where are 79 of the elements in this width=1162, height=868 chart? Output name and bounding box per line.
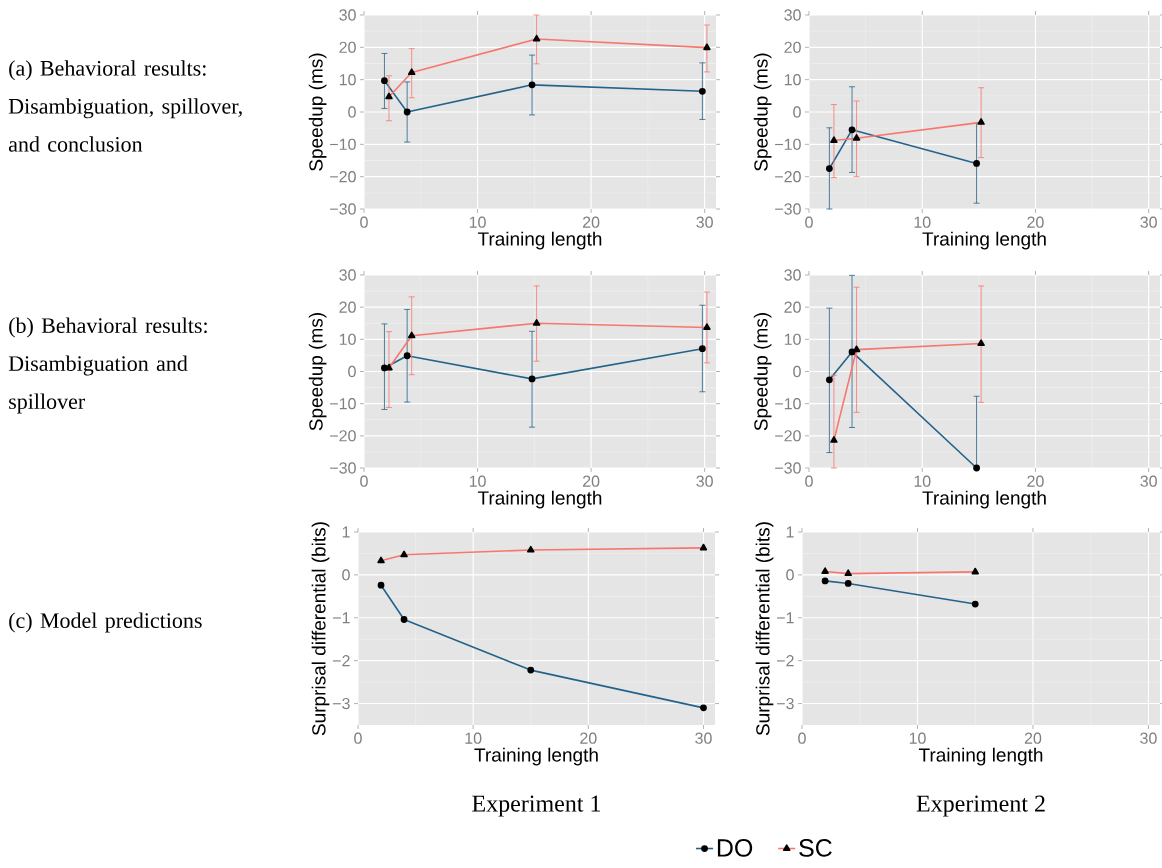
x-tick-label: 10	[909, 732, 926, 744]
y-tick-label: 0	[793, 106, 801, 118]
y-axis-title: Speedup (ms)	[308, 313, 327, 431]
y-tick-label: 10	[784, 333, 801, 345]
text: Experiment 2	[916, 795, 1045, 817]
x-tick-label: 10	[469, 216, 486, 228]
y-tick-label: 0	[786, 569, 794, 581]
y-tick-label: −20	[330, 430, 356, 442]
x-tick-label: 0	[360, 475, 368, 487]
x-tick-label: 30	[696, 475, 713, 487]
y-axis-title: Surprisal differential (bits)	[311, 522, 330, 736]
y-tick-label: −2	[333, 655, 350, 667]
x-tick-label: 20	[580, 732, 597, 744]
y-tick-label: −3	[777, 697, 794, 710]
y-tick-label: 10	[784, 74, 801, 86]
x-tick-label: 20	[583, 475, 600, 487]
y-tick-label: 0	[342, 569, 350, 581]
y-tick-label: −1	[333, 612, 350, 624]
y-tick-label: −30	[775, 203, 801, 215]
x-tick-label: 20	[1024, 732, 1042, 744]
y-tick-label: 30	[784, 269, 801, 281]
y-tick-label: −20	[775, 171, 801, 183]
text: Experiment 1	[472, 795, 601, 817]
x-tick-label: 10	[469, 475, 486, 487]
x-tick-label: 10	[465, 732, 482, 744]
x-tick-label: 30	[1140, 216, 1157, 228]
y-tick-label: 0	[348, 365, 356, 378]
y-tick-label: 30	[339, 9, 356, 21]
y-axis-title: Speedup (ms)	[753, 313, 772, 431]
y-tick-label: 20	[784, 301, 801, 313]
x-tick-label: 20	[583, 216, 600, 228]
y-tick-label: 10	[339, 333, 356, 345]
x-tick-label: 0	[805, 216, 813, 228]
y-tick-label: −10	[330, 138, 356, 150]
y-tick-label: −20	[775, 430, 801, 442]
y-tick-label: −2	[777, 655, 794, 667]
y-tick-label: 20	[339, 301, 356, 313]
y-tick-label: −20	[330, 171, 356, 183]
x-axis-title: Training length	[922, 231, 1046, 250]
x-axis-title: Training length	[918, 747, 1043, 766]
x-axis-title: Training length	[922, 490, 1046, 509]
x-tick-label: 10	[914, 475, 931, 487]
y-tick-label: −30	[775, 462, 801, 474]
x-tick-label: 30	[695, 732, 712, 744]
y-tick-label: 20	[784, 41, 801, 53]
y-tick-label: −10	[775, 398, 801, 410]
x-tick-label: 0	[360, 216, 368, 228]
x-axis-title: Training length	[477, 490, 602, 509]
legend-label: SC	[799, 839, 832, 857]
y-tick-label: 10	[339, 74, 356, 86]
x-tick-label: 30	[1140, 475, 1157, 487]
y-axis-title: Speedup (ms)	[753, 53, 772, 171]
x-tick-label: 20	[1027, 216, 1044, 228]
y-tick-label: −10	[330, 398, 356, 410]
y-tick-label: 0	[348, 106, 356, 118]
y-tick-label: 20	[339, 41, 356, 53]
y-tick-label: −1	[777, 612, 794, 624]
y-tick-label: −30	[330, 462, 356, 474]
x-tick-label: 30	[696, 216, 713, 228]
x-tick-label: 30	[1140, 732, 1157, 744]
text: (a) Behavioral results: Disambiguation, spillover, and conclusion	[8, 60, 242, 152]
x-axis-title: Training length	[477, 231, 602, 250]
y-axis-title: Speedup (ms)	[308, 53, 327, 171]
y-tick-label: −10	[775, 138, 801, 150]
text: (b) Behavioral results: Disambiguation and spillover	[8, 317, 207, 414]
x-tick-label: 20	[1027, 475, 1044, 487]
y-tick-label: 1	[342, 526, 350, 538]
y-axis-title: Surprisal differential (bits)	[755, 522, 774, 736]
x-tick-label: 10	[914, 216, 931, 228]
x-tick-label: 0	[805, 475, 813, 487]
legend-label: DO	[717, 839, 753, 857]
y-tick-label: 1	[786, 526, 794, 538]
x-axis-title: Training length	[474, 747, 598, 766]
text: (c) Model predictions	[9, 612, 202, 633]
y-tick-label: 30	[784, 9, 801, 21]
y-tick-label: −30	[330, 203, 356, 215]
y-tick-label: 0	[793, 365, 801, 378]
y-tick-label: −3	[333, 697, 350, 710]
y-tick-label: 30	[339, 269, 356, 281]
